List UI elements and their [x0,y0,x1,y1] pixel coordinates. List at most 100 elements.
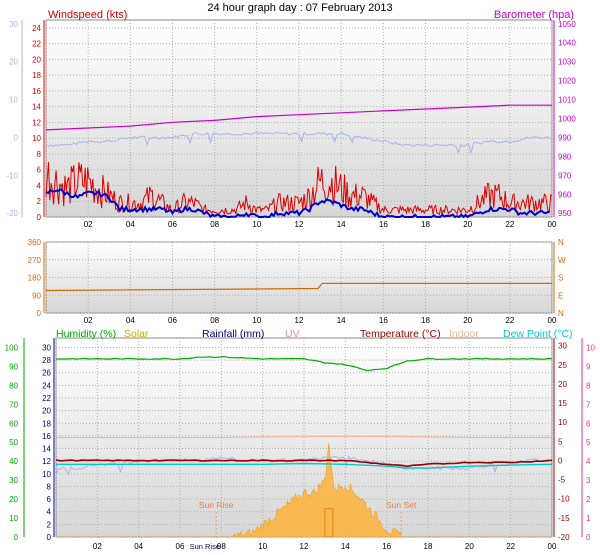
solar-area [56,443,552,538]
dewpoint-line [56,462,553,469]
x-tick-label: 06 [176,542,185,551]
wind-axis-label: 18 [32,71,41,80]
uv-axis-label: 1 [586,514,591,523]
barometer-axis-label: 960 [558,190,572,199]
x-tick-label: 14 [337,316,346,325]
temperature-axis-label: 10 [558,418,567,427]
rainfall-axis-label: 2 [47,520,52,529]
uv-axis-label: 0 [586,533,591,542]
uv-axis-label: 2 [586,495,591,504]
rainfall-axis-label: 26 [42,369,51,378]
x-tick-label: 02 [84,316,93,325]
wind-average-line [45,187,551,219]
x-tick-label: 12 [295,316,304,325]
humidity-line [56,356,553,371]
x-tick-label: 08 [217,542,226,551]
x-tick-label: 22 [505,316,514,325]
barometer-axis-label: 970 [558,171,572,180]
barometer-axis-label: 1000 [558,115,576,124]
x-tick-label: 10 [258,542,267,551]
temperature-line [55,459,553,468]
sunrise-axis-label: Sun Rise [190,542,220,551]
x-tick-label: 12 [295,220,304,229]
humidity-axis-label: 100 [5,343,19,352]
rainfall-axis-label: 4 [47,508,52,517]
rainfall-axis-label: 14 [42,445,51,454]
wind-axis-label: 20 [32,55,41,64]
direction-axis-label: 180 [28,274,42,283]
temperature-axis-label: -20 [558,533,570,542]
legend-item: UV [285,328,300,340]
outer-axis-label: 0 [14,133,19,142]
wind-axis-label: 4 [37,181,42,190]
x-tick-label: 10 [252,316,261,325]
temperature-axis-label: 15 [558,399,567,408]
wind-axis-label: 22 [32,40,41,49]
wind-axis-label: 16 [32,87,41,96]
legend-item: Indoor [449,328,479,340]
outer-axis-label: 10 [9,96,18,105]
x-tick-label: 04 [126,220,135,229]
compass-axis-label: W [558,256,566,265]
outer-axis-label: 30 [9,20,18,29]
direction-axis-label: 360 [28,238,42,247]
x-tick-label: 02 [93,542,102,551]
barometer-axis-label: 950 [558,209,572,218]
uv-axis-label: 10 [586,343,595,352]
temperature-axis-label: -5 [558,476,566,485]
rainfall-axis-label: 6 [47,495,52,504]
outer-scale-line [45,131,550,155]
x-tick-label: 16 [382,542,391,551]
x-tick-label: 16 [379,316,388,325]
page-title: 24 hour graph day : 07 February 2013 [207,2,392,14]
rainfall-axis-label: 30 [42,343,51,352]
barometer-title: Barometer (hpa) [494,9,574,21]
direction-axis-label: 270 [28,256,42,265]
x-tick-label: 18 [424,542,433,551]
wind-axis-label: 10 [32,134,41,143]
x-tick-label: 20 [463,220,472,229]
rainfall-axis-label: 18 [42,419,51,428]
wind-axis-label: 2 [37,197,42,206]
uv-axis-label: 7 [586,400,591,409]
wind-axis-label: 14 [32,103,41,112]
climate-panel: 1009080706050403020100302826242220181614… [5,328,596,551]
rainfall-axis-label: 16 [42,432,51,441]
wind-axis-label: 0 [37,213,42,222]
x-tick-label: 22 [506,542,515,551]
x-tick-label: 18 [421,220,430,229]
humidity-axis-label: 0 [14,533,19,542]
x-tick-label: 20 [463,316,472,325]
compass-axis-label: N [558,238,564,247]
uv-axis-label: 9 [586,362,591,371]
x-tick-label: 16 [379,220,388,229]
temperature-axis-label: 20 [558,380,567,389]
x-tick-label: 20 [465,542,474,551]
wind-axis-label: 12 [32,118,41,127]
humidity-axis-label: 10 [9,514,18,523]
humidity-axis-label: 90 [9,362,18,371]
wind-axis-label: 6 [37,166,42,175]
rainfall-axis-label: 24 [42,381,51,390]
x-tick-label: 08 [210,316,219,325]
humidity-axis-label: 50 [9,438,18,447]
humidity-axis-label: 40 [9,457,18,466]
temperature-axis-label: 25 [558,361,567,370]
rainfall-axis-label: 8 [47,482,52,491]
compass-axis-label: N [558,309,564,318]
x-tick-label: 14 [341,542,350,551]
rainfall-axis-label: 20 [42,407,51,416]
x-tick-label: 22 [505,220,514,229]
x-tick-label: 08 [210,220,219,229]
outer-axis-label: -10 [6,171,18,180]
uv-axis-label: 4 [586,457,591,466]
rainfall-axis-label: 0 [47,533,52,542]
barometer-axis-label: 980 [558,152,572,161]
temperature-axis-label: 5 [558,437,563,446]
uv-axis-label: 3 [586,476,591,485]
barometer-line [45,104,552,131]
humidity-axis-label: 80 [9,381,18,390]
legend-item: Dew Point (°C) [503,328,573,340]
x-tick-label: 04 [134,542,143,551]
